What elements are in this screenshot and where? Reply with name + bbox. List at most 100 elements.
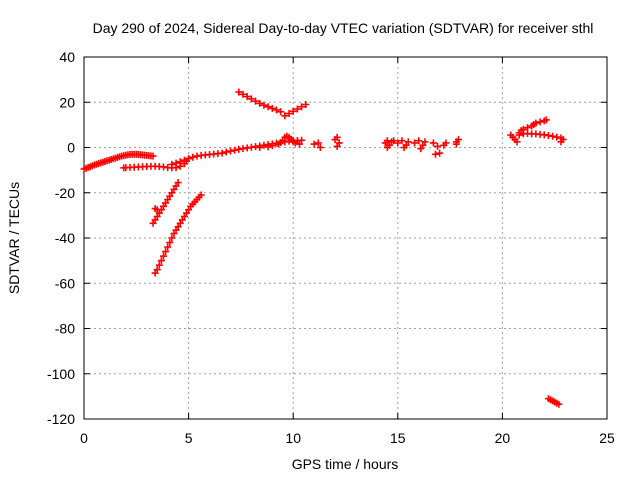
data-point [417,145,425,153]
data-point [239,90,247,98]
data-point [153,266,161,274]
data-point [298,103,306,111]
data-point [149,152,157,160]
data-point [174,179,182,187]
data-point [515,131,523,139]
data-point [333,142,341,150]
data-point [168,160,176,168]
data-point [316,144,324,151]
data-point [218,149,226,157]
data-point [289,107,297,115]
data-point [264,103,272,111]
data-point [285,110,293,118]
data-point [176,158,184,166]
data-point [252,97,260,105]
data-point [415,137,423,145]
y-tick-label: -60 [55,275,75,291]
data-point [295,140,303,148]
data-point [268,104,276,112]
data-point [172,159,180,167]
data-point [291,139,299,147]
y-tick-label: -100 [47,366,75,382]
data-point [247,95,255,103]
data-point [272,106,280,114]
x-axis-label: GPS time / hours [292,456,399,472]
y-tick-label: -80 [55,321,75,337]
data-point [383,137,391,145]
y-tick-label: -120 [47,411,75,427]
data-point [532,119,540,127]
y-axis-label: SDTVAR / TECUs [6,182,22,294]
data-point [231,146,239,154]
data-point [162,248,170,256]
x-tick-label-layer: 0 5 10 15 20 25 [80,430,615,446]
data-point [553,133,561,141]
data-point [549,132,557,140]
data-point [243,93,251,101]
data-point [159,252,167,260]
data-point [298,136,306,144]
x-tick-label: 15 [390,430,406,446]
data-point [180,156,188,164]
data-point [168,234,176,242]
data-point [155,261,163,269]
data-point [157,257,165,265]
data-point [383,144,391,151]
data-point [222,148,230,156]
data-point [431,150,439,158]
data-point [314,139,322,147]
data-point [302,101,310,109]
data-point [452,140,460,148]
x-tick-label: 10 [285,430,301,446]
x-tick-label: 25 [599,430,615,446]
data-point [411,139,419,147]
data-point [390,137,398,145]
tick-layer [83,56,608,420]
y-tick-label: 40 [59,49,75,65]
data-point [559,136,567,144]
chart-title: Day 290 of 2024, Sidereal Day-to-day VTE… [93,20,594,36]
x-tick-label: 20 [495,430,511,446]
data-point [442,139,450,147]
data-point [281,112,289,120]
data-point [277,108,285,116]
y-tick-label: -20 [55,185,75,201]
data-point [235,88,243,96]
x-tick-label: 5 [185,430,193,446]
data-point [542,116,550,124]
data-point [268,142,276,150]
data-point [310,140,318,148]
x-tick-label: 0 [80,430,88,446]
data-point [404,138,412,146]
data-point [256,144,264,151]
data-point [256,99,264,107]
data-point [436,149,444,157]
data-point [398,137,406,145]
y-tick-label: 0 [67,140,75,156]
data-point [513,138,521,146]
y-tick-label-layer: -120 -100 -80 -60 -40 -20 0 20 40 [47,49,75,427]
y-tick-label: -40 [55,230,75,246]
data-point [434,142,442,150]
data-point [454,136,462,144]
series-layer [80,88,567,408]
data-point [429,139,437,147]
data-point [536,118,544,126]
y-tick-label: 20 [59,94,75,110]
data-point [264,143,272,151]
data-point [400,144,408,151]
data-point [260,101,268,109]
data-point [333,133,341,141]
data-point [185,155,193,163]
data-point [293,105,301,113]
data-point [189,153,197,161]
grid-layer [84,57,607,419]
data-point [421,138,429,146]
data-point [394,139,402,147]
data-point [555,400,563,408]
data-point [275,140,283,148]
data-point [226,147,234,155]
data-point [524,124,532,132]
